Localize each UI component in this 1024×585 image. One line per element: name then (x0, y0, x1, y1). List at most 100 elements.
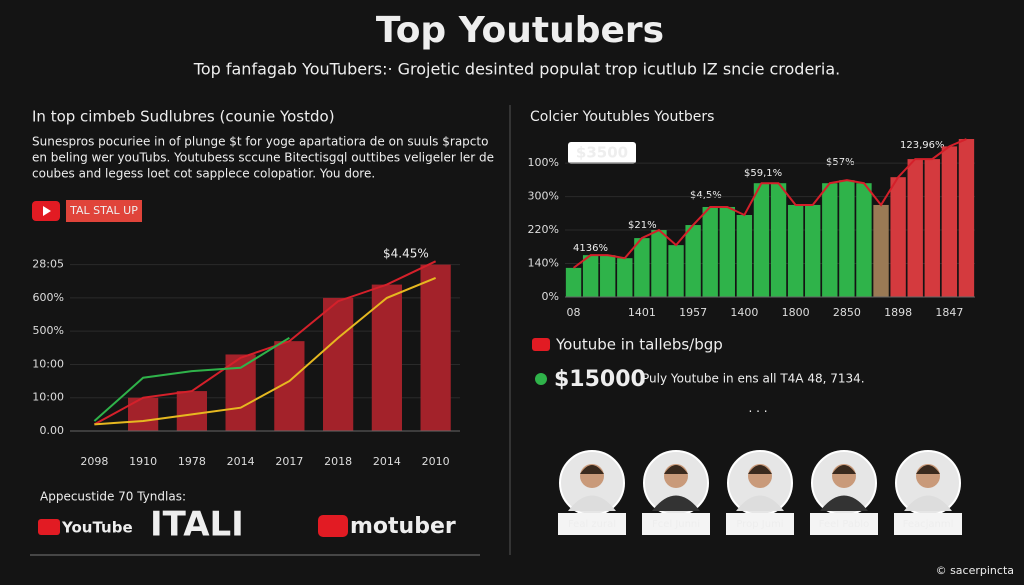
bar (924, 159, 940, 297)
youtube-icon (532, 338, 550, 351)
x-tick-label: 2098 (80, 455, 108, 468)
bar (617, 258, 633, 297)
bar (702, 206, 718, 297)
annotation: $21% (628, 220, 657, 231)
logo: ITALI (150, 505, 244, 545)
bar (736, 215, 753, 297)
bar (805, 204, 821, 297)
x-tick-label: 1898 (884, 306, 912, 319)
paragraph-line: coubes and legess loet cot sapplece colo… (32, 167, 375, 181)
x-tick-label: 1910 (129, 455, 157, 468)
bar (565, 267, 582, 297)
y-tick-label: 0.00 (40, 424, 65, 437)
bar (719, 206, 735, 297)
right-chart-title: Colcier Youtubles Youtbers (530, 109, 714, 125)
annotation: 4136% (573, 243, 608, 254)
y-tick-label: 100% (528, 156, 559, 169)
bar (770, 183, 787, 297)
bar (958, 139, 975, 297)
annotation-box (568, 142, 636, 164)
avatar-hair (580, 465, 604, 474)
footnote: Appecustide 70 Tyndlas: (40, 490, 186, 504)
avatar-body (568, 495, 616, 511)
avatar-hair (748, 465, 772, 474)
person-name: Feacjanml (903, 519, 954, 530)
avatar-hair (664, 465, 688, 474)
title: Top Youtubers (376, 10, 664, 51)
paragraph-line: Sunespros pocuriee in of plunge $t for y… (32, 135, 488, 149)
bar (890, 177, 906, 297)
bar (651, 230, 667, 297)
x-tick-label: 08 (567, 306, 581, 319)
x-tick-label: 1978 (178, 455, 206, 468)
badge-text: TAL STAL UP (69, 204, 138, 217)
left-heading: In top cimbeb Sudlubres (counie Yostdo) (32, 108, 335, 126)
logo: motuber (350, 514, 456, 539)
annotation: $4.45% (383, 247, 429, 261)
y-tick-label: 10:00 (32, 357, 64, 370)
bar (787, 204, 804, 297)
line (93, 336, 290, 422)
subtitle: Top fanfagab YouTubers:· Grojetic desint… (193, 60, 840, 79)
bar (856, 183, 872, 297)
y-tick-label: 140% (528, 257, 559, 270)
x-tick-label: 2014 (227, 455, 255, 468)
x-tick-label: 1401 (628, 306, 656, 319)
avatar-body (820, 495, 868, 511)
x-tick-label: 1400 (730, 306, 758, 319)
bar (634, 238, 650, 297)
name-box (894, 513, 962, 535)
x-tick-label: 2850 (833, 306, 861, 319)
avatar-body (736, 495, 784, 511)
people: Feal zural Fcel Junni Prop Jumi Feel Pablo F… (558, 450, 962, 535)
y-tick-label: 10:00 (32, 391, 64, 404)
x-tick-label: 2018 (324, 455, 352, 468)
x-tick-label: 1800 (782, 306, 810, 319)
y-tick-label: 0% (542, 290, 559, 303)
paragraph-line: en beling wer youTubs. Youtubess sccune … (32, 151, 494, 165)
bar (668, 245, 684, 297)
bar (371, 284, 402, 431)
x-tick-label: 2010 (422, 455, 450, 468)
bar (176, 391, 207, 431)
play-icon (43, 206, 51, 216)
avatar-body (904, 495, 952, 511)
avatar-body (652, 495, 700, 511)
stat-note: Puly Youtube in ens all T4A 48, 7134. (642, 372, 865, 386)
bar (873, 204, 889, 297)
line (93, 260, 437, 426)
bar (582, 255, 599, 297)
y-tick-label: 300% (528, 190, 559, 203)
bar (822, 183, 838, 297)
line (94, 277, 437, 426)
bar (839, 180, 855, 297)
stat: $15000 (554, 367, 646, 392)
credit: © sacerpincta (936, 564, 1014, 577)
bar (420, 264, 451, 431)
bar (685, 225, 701, 297)
person-name: Prop Jumi (736, 519, 783, 530)
x-tick-label: 2017 (275, 455, 303, 468)
person-name: Feal zural (568, 519, 616, 530)
annotation: $3500 (576, 144, 628, 162)
x-tick-label: 2014 (373, 455, 401, 468)
avatar-hair (916, 465, 940, 474)
annotation: $4,5% (690, 190, 722, 201)
name-box (726, 513, 794, 535)
annotation: $59,1% (744, 168, 782, 179)
legend-text: Youtube in tallebs/bgp (555, 336, 723, 354)
youtube-icon (38, 519, 60, 535)
stat-dot (535, 373, 547, 385)
bar (907, 159, 923, 297)
y-tick-label: 500% (33, 324, 64, 337)
logo: YouTube (61, 519, 133, 537)
annotation: 123,96% (900, 140, 945, 151)
trend-line (572, 138, 967, 269)
avatar-hair (832, 465, 856, 474)
person-name: Fcel Junni (652, 519, 700, 530)
bar (323, 297, 354, 431)
y-tick-label: 28:05 (32, 258, 64, 271)
name-box (810, 513, 878, 535)
name-box (642, 513, 710, 535)
